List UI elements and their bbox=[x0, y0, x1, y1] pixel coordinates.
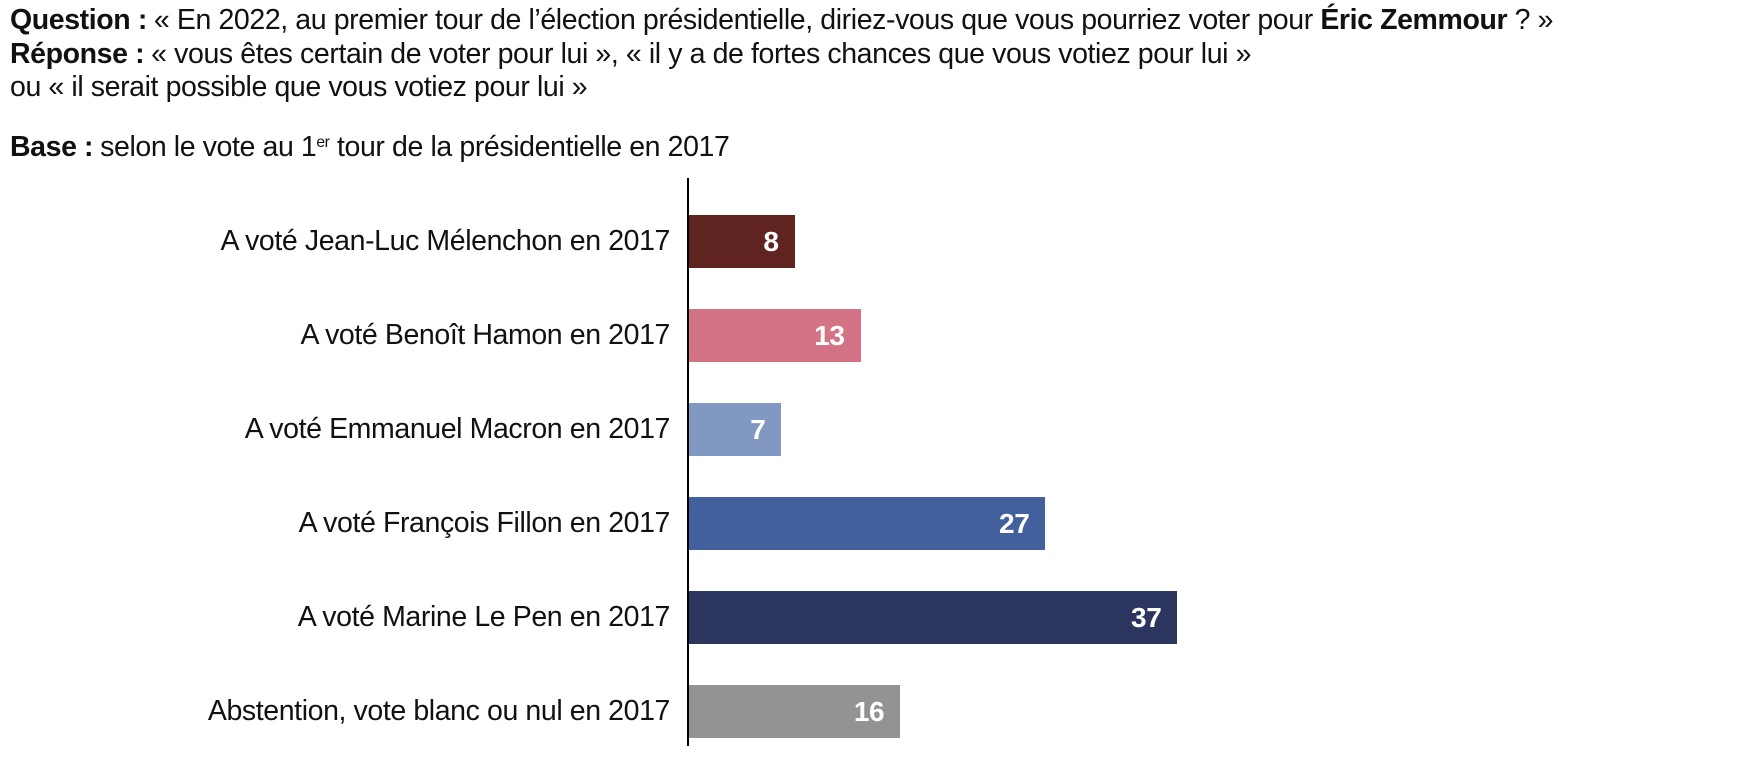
base-text-suffix: tour de la présidentielle en 2017 bbox=[329, 130, 730, 163]
bar-track: 13 bbox=[689, 309, 1752, 362]
question-suffix: ? » bbox=[1507, 4, 1554, 36]
bar-row: A voté Jean-Luc Mélenchon en 2017 8 bbox=[0, 215, 1752, 268]
bar-value-label: 16 bbox=[853, 695, 885, 727]
y-axis-line bbox=[687, 178, 689, 746]
bar-rows: A voté Jean-Luc Mélenchon en 2017 8 A voté… bbox=[0, 215, 1752, 764]
response-text-line1: « vous êtes certain de voter pour lui »,… bbox=[151, 37, 1252, 70]
bar-value-label: 37 bbox=[1131, 601, 1162, 633]
bar: 37 bbox=[689, 591, 1178, 644]
response-text-line2: ou « il serait possible que vous votiez … bbox=[10, 71, 588, 103]
bar-value-label: 7 bbox=[750, 413, 766, 445]
horizontal-bar-chart: A voté Jean-Luc Mélenchon en 2017 8 A voté… bbox=[0, 178, 1752, 746]
bar-row: A voté Emmanuel Macron en 2017 7 bbox=[0, 403, 1752, 456]
category-label: A voté Emmanuel Macron en 2017 bbox=[244, 413, 671, 445]
question-label: Question : bbox=[10, 4, 147, 36]
bar-value-label: 8 bbox=[763, 225, 779, 257]
bar-row: A voté François Fillon en 2017 27 bbox=[0, 497, 1752, 550]
base-line: Base : selon le vote au 1er tour de la pr… bbox=[10, 131, 1750, 169]
category-label: A voté Marine Le Pen en 2017 bbox=[297, 601, 671, 633]
bar-track: 7 bbox=[689, 403, 1752, 456]
bar-track: 37 bbox=[689, 591, 1752, 644]
response-lines: Réponse : « vous êtes certain de voter po… bbox=[10, 38, 1750, 105]
category-label: A voté François Fillon en 2017 bbox=[298, 507, 671, 539]
base-label: Base : bbox=[10, 130, 94, 163]
bar: 8 bbox=[689, 215, 795, 268]
category-label: A voté Jean-Luc Mélenchon en 2017 bbox=[220, 225, 671, 257]
response-label: Réponse : bbox=[10, 37, 145, 70]
bar-track: 8 bbox=[689, 215, 1752, 268]
bar: 13 bbox=[689, 309, 861, 362]
category-label: Abstention, vote blanc ou nul en 2017 bbox=[207, 695, 671, 727]
bar-row: Abstention, vote blanc ou nul en 2017 16 bbox=[0, 685, 1752, 738]
bar: 27 bbox=[689, 497, 1046, 550]
bar: 16 bbox=[689, 685, 901, 738]
bar-track: 16 bbox=[689, 685, 1752, 738]
header: Question : « En 2022, au premier tour de … bbox=[10, 4, 1750, 168]
category-label: A voté Benoît Hamon en 2017 bbox=[300, 319, 671, 351]
bar-track: 27 bbox=[689, 497, 1752, 550]
bar-row: A voté Marine Le Pen en 2017 37 bbox=[0, 591, 1752, 644]
bar: 7 bbox=[689, 403, 782, 456]
bar-value-label: 27 bbox=[999, 507, 1030, 539]
question-line: Question : « En 2022, au premier tour de … bbox=[10, 4, 1750, 38]
question-text: « En 2022, au premier tour de l’élection… bbox=[153, 4, 1321, 36]
question-emphasis: Éric Zemmour bbox=[1320, 4, 1508, 36]
bar-row: A voté Benoît Hamon en 2017 13 bbox=[0, 309, 1752, 362]
base-superscript: er bbox=[316, 133, 330, 151]
bar-value-label: 13 bbox=[814, 319, 845, 351]
base-text: selon le vote au 1 bbox=[100, 130, 317, 163]
